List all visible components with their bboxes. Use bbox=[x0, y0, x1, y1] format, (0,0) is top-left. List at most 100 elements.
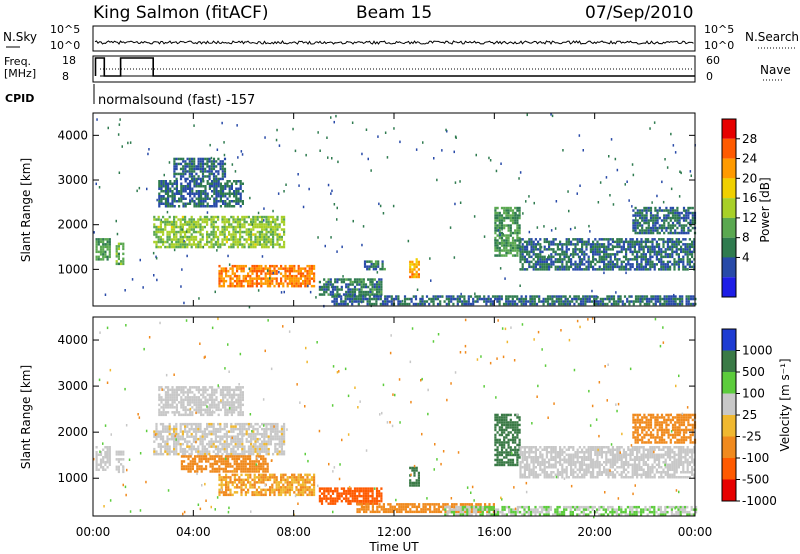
velocity-cell bbox=[182, 393, 185, 397]
power-cell bbox=[552, 250, 555, 254]
power-cell bbox=[503, 234, 506, 237]
velocity-cell bbox=[204, 396, 207, 399]
velocity-cell bbox=[219, 442, 222, 446]
power-cell bbox=[219, 190, 222, 193]
power-cell bbox=[589, 265, 592, 269]
velocity-cell bbox=[302, 493, 305, 497]
power-cell bbox=[674, 300, 677, 303]
power-cell bbox=[199, 177, 202, 181]
power-cell bbox=[218, 264, 221, 268]
power-cell bbox=[538, 295, 541, 298]
power-cell bbox=[215, 195, 218, 198]
power-cell bbox=[640, 258, 643, 261]
power-cell bbox=[675, 250, 678, 254]
velocity-cell bbox=[233, 455, 236, 458]
velocity-cell bbox=[252, 430, 255, 433]
velocity-cell bbox=[106, 461, 109, 464]
power-cell bbox=[347, 285, 350, 289]
velocity-cell bbox=[204, 386, 207, 389]
velocity-cell bbox=[217, 413, 220, 417]
velocity-cell bbox=[166, 447, 169, 451]
power-cell bbox=[636, 263, 639, 266]
power-cell bbox=[641, 214, 644, 217]
velocity-cell bbox=[210, 430, 213, 433]
power-cell bbox=[286, 274, 289, 278]
power-cell bbox=[236, 284, 239, 288]
power-cell bbox=[539, 250, 542, 254]
power-cell bbox=[691, 219, 694, 222]
power-cell bbox=[375, 288, 379, 291]
velocity-cell bbox=[269, 437, 272, 441]
velocity-cell bbox=[222, 391, 225, 394]
power-cell bbox=[381, 300, 385, 303]
power-cell bbox=[578, 240, 581, 244]
power-cell bbox=[253, 267, 256, 270]
power-cell bbox=[684, 248, 687, 251]
power-cell bbox=[274, 243, 277, 246]
velocity-cell bbox=[108, 451, 111, 454]
power-cell bbox=[243, 215, 246, 219]
velocity-cell bbox=[291, 473, 294, 477]
power-noise bbox=[543, 225, 545, 228]
power-cell bbox=[275, 264, 278, 268]
power-cell bbox=[295, 269, 298, 273]
power-cell bbox=[397, 297, 400, 301]
velocity-cell bbox=[310, 483, 313, 487]
power-cell bbox=[516, 239, 519, 242]
power-cell bbox=[169, 190, 172, 193]
power-cell bbox=[263, 225, 266, 229]
velocity-cell bbox=[179, 445, 182, 448]
power-cell bbox=[607, 268, 610, 271]
power-noise bbox=[333, 203, 336, 206]
power-cell bbox=[597, 300, 600, 303]
cpid-text: normalsound (fast) -157 bbox=[98, 93, 255, 108]
power-noise bbox=[131, 278, 134, 281]
velocity-cell bbox=[196, 465, 199, 468]
velocity-cell bbox=[237, 403, 240, 407]
power-cell bbox=[559, 258, 562, 261]
velocity-cell bbox=[187, 457, 190, 461]
power-cell bbox=[283, 218, 286, 221]
velocity-cell bbox=[318, 499, 321, 503]
power-cell bbox=[260, 272, 263, 275]
velocity-cell bbox=[196, 455, 199, 458]
power-cell bbox=[559, 253, 562, 256]
velocity-cell bbox=[211, 413, 214, 417]
power-cell bbox=[234, 233, 237, 236]
power-cell bbox=[684, 250, 687, 254]
velocity-cell bbox=[188, 422, 191, 426]
power-cell bbox=[478, 295, 481, 298]
power-cell bbox=[598, 250, 601, 254]
power-noise bbox=[609, 194, 611, 197]
velocity-cell bbox=[244, 455, 247, 458]
power-cell bbox=[623, 302, 627, 306]
power-cell bbox=[686, 245, 689, 249]
power-cell bbox=[681, 295, 684, 298]
power-cell bbox=[557, 302, 561, 306]
velocity-cell bbox=[263, 450, 266, 453]
power-cell bbox=[223, 243, 226, 246]
power-cell bbox=[201, 160, 205, 163]
power-cell bbox=[632, 302, 635, 306]
power-noise bbox=[603, 271, 605, 275]
velocity-cell bbox=[224, 396, 227, 399]
velocity-cell bbox=[313, 481, 316, 484]
velocity-cell bbox=[250, 442, 253, 446]
power-cell bbox=[472, 300, 475, 303]
power-cell bbox=[239, 200, 242, 203]
power-cell bbox=[258, 243, 261, 246]
power-cell bbox=[645, 229, 648, 232]
power-cell bbox=[219, 165, 222, 168]
velocity-cell bbox=[164, 442, 167, 446]
velocity-cell bbox=[175, 425, 178, 428]
power-cell bbox=[409, 263, 412, 266]
velocity-cell bbox=[313, 483, 316, 487]
power-noise bbox=[533, 201, 535, 205]
velocity-cell bbox=[261, 450, 264, 453]
power-cell bbox=[371, 278, 374, 281]
power-cell bbox=[195, 230, 198, 234]
power-cell bbox=[371, 290, 374, 294]
power-cell bbox=[184, 187, 187, 190]
power-cell bbox=[447, 295, 451, 298]
power-cell bbox=[671, 231, 675, 235]
